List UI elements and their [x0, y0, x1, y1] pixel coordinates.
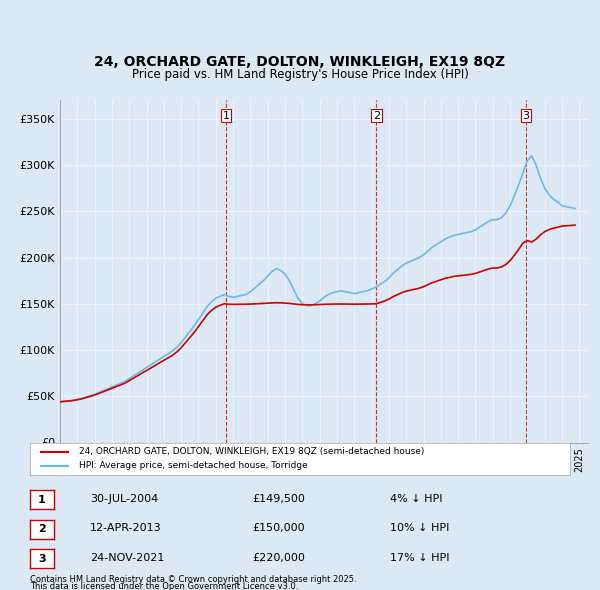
- Text: 1: 1: [38, 495, 46, 504]
- Text: 4% ↓ HPI: 4% ↓ HPI: [390, 494, 443, 503]
- Text: 17% ↓ HPI: 17% ↓ HPI: [390, 553, 449, 562]
- Text: 2: 2: [38, 525, 46, 534]
- Text: 24-NOV-2021: 24-NOV-2021: [90, 553, 164, 562]
- Text: HPI: Average price, semi-detached house, Torridge: HPI: Average price, semi-detached house,…: [79, 461, 307, 470]
- Text: Contains HM Land Registry data © Crown copyright and database right 2025.: Contains HM Land Registry data © Crown c…: [30, 575, 356, 584]
- Text: £220,000: £220,000: [252, 553, 305, 562]
- Text: Price paid vs. HM Land Registry's House Price Index (HPI): Price paid vs. HM Land Registry's House …: [131, 68, 469, 81]
- Text: £149,500: £149,500: [252, 494, 305, 503]
- Text: 24, ORCHARD GATE, DOLTON, WINKLEIGH, EX19 8QZ (semi-detached house): 24, ORCHARD GATE, DOLTON, WINKLEIGH, EX1…: [79, 447, 424, 456]
- Text: This data is licensed under the Open Government Licence v3.0.: This data is licensed under the Open Gov…: [30, 582, 298, 590]
- Text: £150,000: £150,000: [252, 523, 305, 533]
- Text: 24, ORCHARD GATE, DOLTON, WINKLEIGH, EX19 8QZ: 24, ORCHARD GATE, DOLTON, WINKLEIGH, EX1…: [94, 55, 506, 69]
- Text: 30-JUL-2004: 30-JUL-2004: [90, 494, 158, 503]
- Text: 3: 3: [522, 110, 529, 120]
- Text: 1: 1: [223, 110, 229, 120]
- Text: 3: 3: [38, 554, 46, 563]
- Text: 10% ↓ HPI: 10% ↓ HPI: [390, 523, 449, 533]
- Text: 2: 2: [373, 110, 380, 120]
- Text: 12-APR-2013: 12-APR-2013: [90, 523, 161, 533]
